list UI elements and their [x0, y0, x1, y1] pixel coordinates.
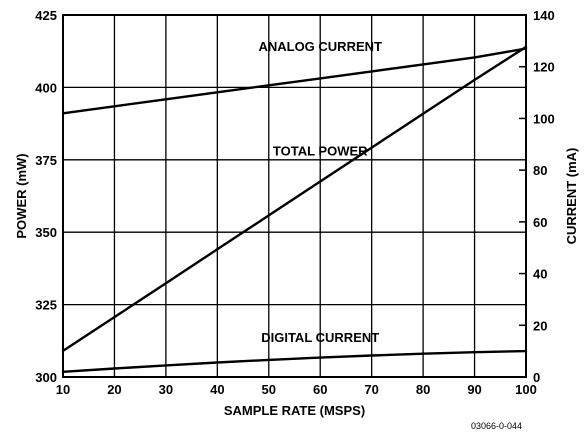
x-tick-label: 100	[515, 382, 537, 397]
x-tick-label: 50	[262, 382, 276, 397]
figure-code: 03066-0-044	[471, 421, 522, 431]
y-right-tick-label: 120	[533, 60, 555, 75]
total-power-label: TOTAL POWER	[273, 143, 368, 158]
y-right-tick-label: 140	[533, 8, 555, 23]
grid	[63, 14, 526, 378]
x-tick-label: 90	[467, 382, 481, 397]
y-left-tick-label: 350	[35, 225, 57, 240]
analog-current-label: ANALOG CURRENT	[258, 39, 382, 54]
y-right-tick-label: 40	[533, 267, 547, 282]
y-left-tick-label: 300	[35, 370, 57, 385]
y-right-tick-label: 0	[533, 370, 540, 385]
y-axis-left-title: POWER (mW)	[14, 153, 29, 238]
y-left-tick-label: 325	[35, 298, 57, 313]
total-power-line	[61, 45, 528, 353]
tick-labels: 10 20 30 40 50 60 70 80 90 100 300 325 350 375 400 425 0…	[35, 8, 554, 397]
digital-current-line	[61, 349, 528, 373]
y-left-tick-label: 425	[35, 8, 57, 23]
y-right-tick-label: 20	[533, 318, 547, 333]
x-axis-title: SAMPLE RATE (MSPS)	[224, 403, 365, 418]
x-tick-label: 30	[159, 382, 173, 397]
x-tick-label: 40	[210, 382, 224, 397]
x-tick-label: 10	[56, 382, 70, 397]
y-left-tick-label: 375	[35, 153, 57, 168]
plot-frame	[62, 14, 527, 378]
y-right-tick-label: 100	[533, 111, 555, 126]
analog-current-line	[61, 47, 528, 115]
series-lines	[61, 45, 528, 373]
x-tick-label: 70	[364, 382, 378, 397]
x-tick-label: 20	[107, 382, 121, 397]
digital-current-label: DIGITAL CURRENT	[261, 330, 379, 345]
y-right-tick-label: 60	[533, 215, 547, 230]
y-right-tick-label: 80	[533, 163, 547, 178]
x-tick-label: 60	[313, 382, 327, 397]
y-left-tick-label: 400	[35, 80, 57, 95]
x-tick-label: 80	[416, 382, 430, 397]
y-axis-right-title: CURRENT (mA)	[564, 148, 579, 245]
series-labels: ANALOG CURRENT TOTAL POWER DIGITAL CURRENT	[258, 39, 382, 345]
